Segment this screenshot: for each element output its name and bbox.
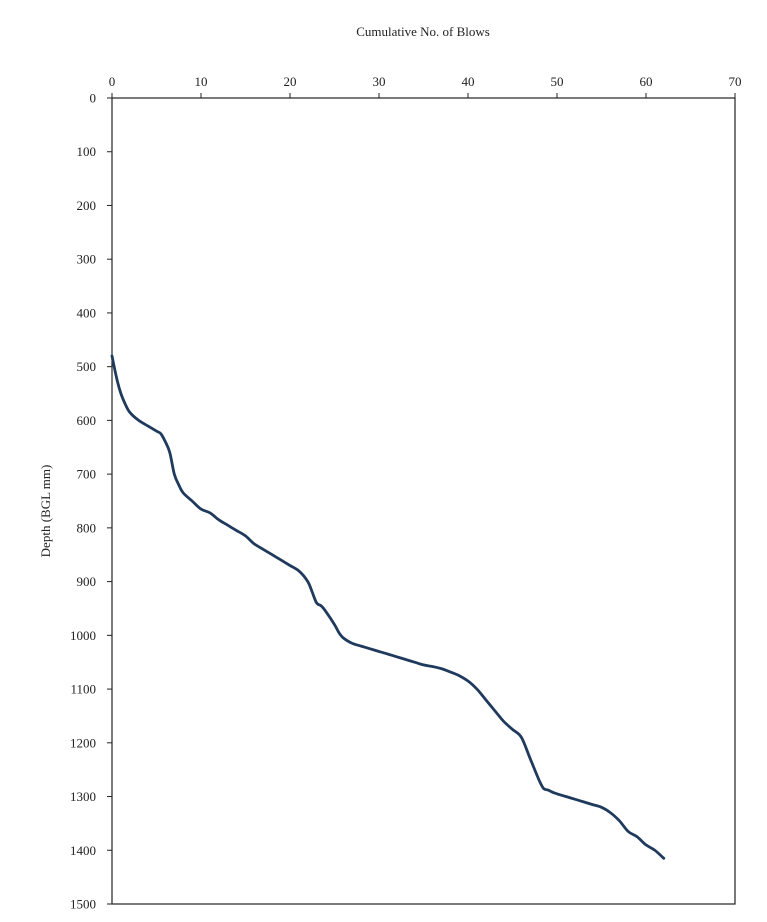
plot-area-frame xyxy=(111,97,736,905)
x-tick-label: 30 xyxy=(373,74,386,89)
y-tick-label: 1500 xyxy=(70,897,96,912)
x-tick-label: 0 xyxy=(109,74,116,89)
y-tick-label: 300 xyxy=(77,252,97,267)
y-tick-label: 1400 xyxy=(70,843,96,858)
x-tick-label: 10 xyxy=(195,74,208,89)
y-tick-label: 700 xyxy=(77,467,97,482)
chart-title: Cumulative No. of Blows xyxy=(356,24,490,39)
y-tick-label: 1200 xyxy=(70,735,96,750)
y-tick-label: 100 xyxy=(77,144,97,159)
y-tick-label: 800 xyxy=(77,520,97,535)
y-tick-label: 1100 xyxy=(70,682,96,697)
y-axis-label: Depth (BGL mm) xyxy=(38,465,53,558)
y-tick-label: 500 xyxy=(77,359,97,374)
y-tick-label: 600 xyxy=(77,413,97,428)
x-tick-label: 70 xyxy=(729,74,742,89)
x-axis: 0 10 20 30 40 50 60 70 xyxy=(109,74,742,98)
x-tick-label: 60 xyxy=(640,74,653,89)
y-tick-label: 200 xyxy=(77,198,97,213)
y-tick-label: 1000 xyxy=(70,628,96,643)
x-tick-label: 50 xyxy=(551,74,564,89)
y-tick-label: 0 xyxy=(90,91,97,106)
y-tick-label: 400 xyxy=(77,305,97,320)
depth-series-line xyxy=(110,354,666,860)
y-axis: 0 100 200 300 400 500 600 700 800 900 1000 1100 1200… xyxy=(70,91,112,912)
y-tick-label: 1300 xyxy=(70,789,96,804)
x-tick-label: 20 xyxy=(284,74,297,89)
x-tick-label: 40 xyxy=(462,74,475,89)
y-tick-label: 900 xyxy=(77,574,97,589)
